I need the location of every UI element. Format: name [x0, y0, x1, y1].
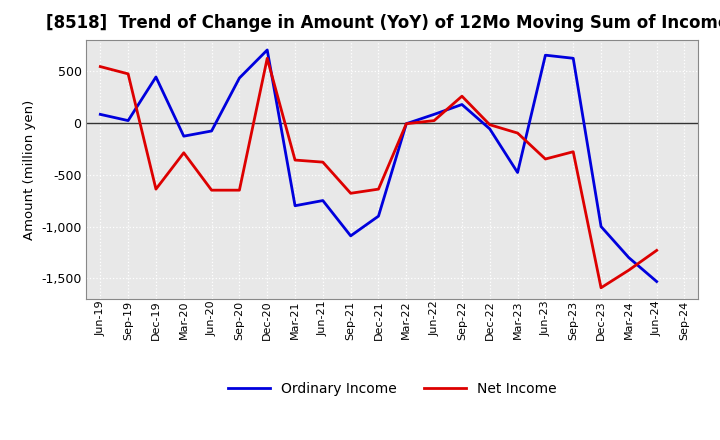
Ordinary Income	[652, 279, 661, 284]
Ordinary Income	[402, 121, 410, 126]
Ordinary Income	[124, 118, 132, 123]
Ordinary Income	[513, 170, 522, 175]
Net Income	[624, 268, 633, 273]
Net Income	[263, 55, 271, 61]
Legend: Ordinary Income, Net Income: Ordinary Income, Net Income	[222, 376, 562, 401]
Line: Net Income: Net Income	[100, 58, 657, 288]
Ordinary Income	[458, 102, 467, 107]
Ordinary Income	[235, 75, 243, 81]
Net Income	[235, 187, 243, 193]
Net Income	[96, 64, 104, 69]
Ordinary Income	[318, 198, 327, 203]
Ordinary Income	[96, 112, 104, 117]
Y-axis label: Amount (million yen): Amount (million yen)	[22, 99, 35, 239]
Ordinary Income	[152, 74, 161, 80]
Title: [8518]  Trend of Change in Amount (YoY) of 12Mo Moving Sum of Incomes: [8518] Trend of Change in Amount (YoY) o…	[46, 15, 720, 33]
Net Income	[458, 94, 467, 99]
Ordinary Income	[624, 255, 633, 260]
Net Income	[346, 191, 355, 196]
Ordinary Income	[207, 128, 216, 134]
Net Income	[652, 248, 661, 253]
Net Income	[124, 71, 132, 77]
Net Income	[374, 187, 383, 192]
Line: Ordinary Income: Ordinary Income	[100, 50, 657, 282]
Net Income	[513, 130, 522, 136]
Ordinary Income	[430, 112, 438, 117]
Net Income	[569, 149, 577, 154]
Net Income	[402, 121, 410, 126]
Net Income	[430, 118, 438, 123]
Net Income	[541, 156, 550, 161]
Net Income	[179, 150, 188, 155]
Ordinary Income	[485, 126, 494, 132]
Ordinary Income	[346, 233, 355, 238]
Net Income	[318, 159, 327, 165]
Ordinary Income	[541, 52, 550, 58]
Ordinary Income	[374, 213, 383, 219]
Ordinary Income	[597, 224, 606, 229]
Net Income	[291, 158, 300, 163]
Net Income	[152, 187, 161, 192]
Net Income	[597, 285, 606, 290]
Net Income	[207, 187, 216, 193]
Ordinary Income	[179, 133, 188, 139]
Ordinary Income	[291, 203, 300, 209]
Net Income	[485, 122, 494, 128]
Ordinary Income	[263, 48, 271, 53]
Ordinary Income	[569, 55, 577, 61]
